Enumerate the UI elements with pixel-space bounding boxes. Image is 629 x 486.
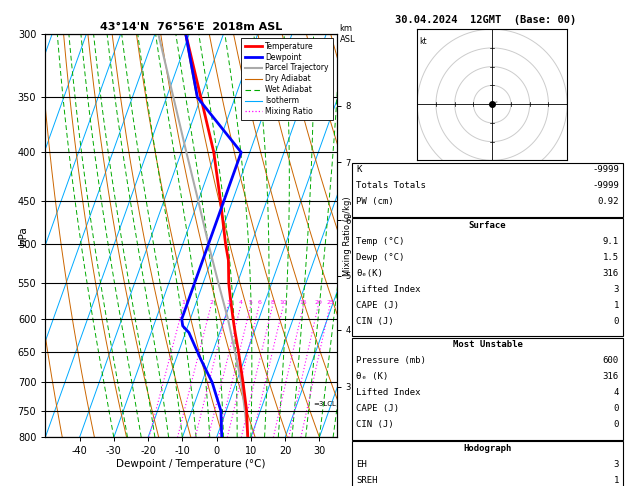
Text: 10: 10 [279, 300, 287, 305]
X-axis label: Dewpoint / Temperature (°C): Dewpoint / Temperature (°C) [116, 459, 265, 469]
Text: kt: kt [419, 36, 426, 46]
Text: K: K [356, 165, 362, 174]
Text: Lifted Index: Lifted Index [356, 285, 421, 294]
Text: Temp (°C): Temp (°C) [356, 237, 404, 246]
Text: Pressure (mb): Pressure (mb) [356, 356, 426, 365]
Text: CIN (J): CIN (J) [356, 317, 394, 326]
Text: 3: 3 [226, 300, 230, 305]
Text: 0: 0 [613, 317, 619, 326]
Text: 3: 3 [613, 460, 619, 469]
Text: km
ASL: km ASL [340, 24, 355, 44]
Text: 25: 25 [326, 300, 334, 305]
Text: 316: 316 [603, 372, 619, 382]
Text: SREH: SREH [356, 476, 377, 485]
Text: -9999: -9999 [592, 165, 619, 174]
Text: 1: 1 [182, 300, 186, 305]
Text: hPa: hPa [18, 226, 28, 245]
Text: 8: 8 [270, 300, 275, 305]
Text: Dewp (°C): Dewp (°C) [356, 253, 404, 262]
Text: 0: 0 [613, 420, 619, 430]
Text: Hodograph: Hodograph [464, 444, 511, 453]
Text: 30.04.2024  12GMT  (Base: 00): 30.04.2024 12GMT (Base: 00) [395, 15, 577, 25]
Text: -9999: -9999 [592, 181, 619, 191]
Text: 4: 4 [613, 388, 619, 398]
Text: 5: 5 [249, 300, 253, 305]
Text: 0: 0 [613, 404, 619, 414]
Text: CIN (J): CIN (J) [356, 420, 394, 430]
Text: PW (cm): PW (cm) [356, 197, 394, 207]
Text: θₑ(K): θₑ(K) [356, 269, 383, 278]
Text: Surface: Surface [469, 221, 506, 230]
Text: 2: 2 [209, 300, 213, 305]
Text: 3: 3 [613, 285, 619, 294]
Text: 1: 1 [613, 476, 619, 485]
Text: CAPE (J): CAPE (J) [356, 404, 399, 414]
Text: © weatheronline.co.uk: © weatheronline.co.uk [405, 469, 510, 479]
Text: 6: 6 [257, 300, 261, 305]
Text: 4: 4 [239, 300, 243, 305]
Text: 316: 316 [603, 269, 619, 278]
Text: 20: 20 [314, 300, 322, 305]
Text: 600: 600 [603, 356, 619, 365]
Legend: Temperature, Dewpoint, Parcel Trajectory, Dry Adiabat, Wet Adiabat, Isotherm, Mi: Temperature, Dewpoint, Parcel Trajectory… [241, 38, 333, 120]
Text: θₑ (K): θₑ (K) [356, 372, 388, 382]
Text: Most Unstable: Most Unstable [452, 340, 523, 349]
Text: Lifted Index: Lifted Index [356, 388, 421, 398]
Text: 0.92: 0.92 [598, 197, 619, 207]
Text: Totals Totals: Totals Totals [356, 181, 426, 191]
Text: =3LCL: =3LCL [314, 401, 337, 407]
Text: 9.1: 9.1 [603, 237, 619, 246]
Text: EH: EH [356, 460, 367, 469]
Text: CAPE (J): CAPE (J) [356, 301, 399, 310]
Text: Mixing Ratio (g/kg): Mixing Ratio (g/kg) [343, 196, 352, 276]
Text: 1: 1 [613, 301, 619, 310]
Text: 1.5: 1.5 [603, 253, 619, 262]
Title: 43°14'N  76°56'E  2018m ASL: 43°14'N 76°56'E 2018m ASL [100, 22, 282, 32]
Text: 15: 15 [299, 300, 308, 305]
